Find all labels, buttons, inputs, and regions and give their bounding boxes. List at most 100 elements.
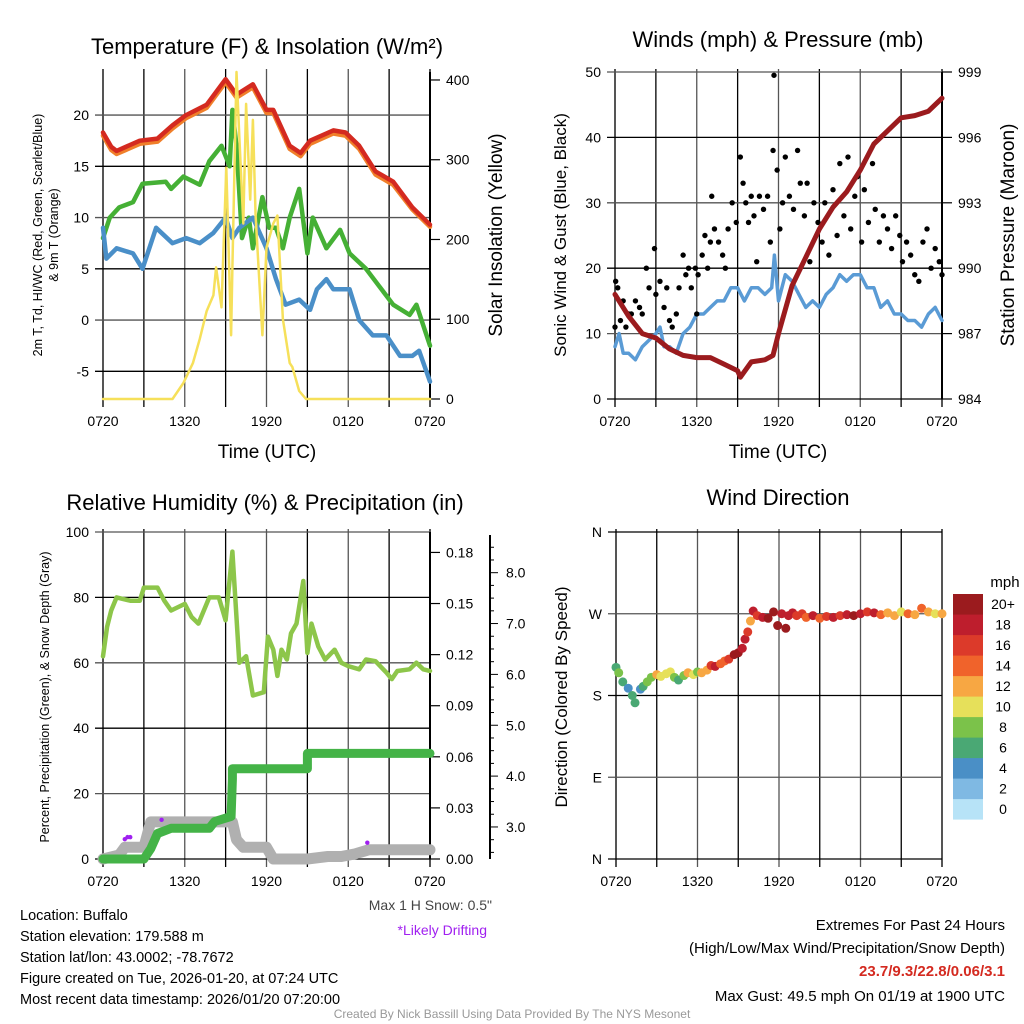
gust-point — [858, 239, 865, 245]
winds-chart-title: Winds (mph) & Pressure (mb) — [633, 27, 924, 52]
wind-direction-point — [822, 611, 832, 621]
colorbar-swatch — [953, 778, 983, 800]
gust-point — [729, 200, 735, 206]
x-tick-label: 0720 — [414, 873, 445, 889]
gust-point — [807, 258, 813, 265]
y2-tick-label: 0.12 — [446, 647, 473, 663]
gust-point — [722, 265, 729, 271]
y2-tick-label: 996 — [958, 129, 982, 145]
gust-point — [819, 239, 825, 245]
likely-drifting-point — [365, 840, 370, 845]
x-tick-label: 1920 — [251, 413, 282, 429]
x-tick-label: 0720 — [414, 413, 445, 429]
colorbar-label: 8 — [999, 719, 1007, 735]
temperature-ylabel-line1: 2m T, Td, HI/WC (Red, Green, Scarlet/Blu… — [31, 114, 45, 357]
wind-direction-point — [889, 611, 899, 621]
y-tick-label: E — [593, 769, 602, 785]
colorbar-swatch — [953, 594, 983, 615]
y2-tick-label: 0.09 — [446, 698, 473, 714]
y2-tick-label: 400 — [446, 72, 470, 88]
location-text: Location: Buffalo — [20, 908, 128, 924]
colorbar-swatch — [953, 717, 983, 738]
y2-tick-label: 300 — [446, 152, 470, 168]
winds-y2label: Station Pressure (Maroon) — [998, 124, 1019, 347]
gust-point — [841, 213, 847, 219]
y2-tick-label: 993 — [958, 195, 982, 211]
wind-direction-point — [835, 611, 845, 621]
gust-point — [639, 311, 645, 317]
gust-point — [669, 324, 675, 330]
colorbar-label: 20+ — [991, 596, 1015, 612]
gust-point — [932, 245, 938, 252]
y-tick-label: W — [589, 606, 603, 622]
x-tick-label: 0720 — [600, 873, 631, 889]
wind-direction-point — [883, 608, 893, 618]
wind-direction-point — [937, 609, 947, 619]
colorbar-label: 0 — [999, 801, 1007, 817]
hi-wc-line — [100, 215, 433, 384]
gust-point — [903, 239, 910, 245]
gust-point — [801, 213, 808, 219]
gust-point — [751, 213, 757, 219]
gust-point — [612, 324, 618, 330]
gust-point — [699, 252, 705, 258]
y-tick-label: 100 — [66, 524, 90, 540]
x-tick-label: 0120 — [333, 413, 364, 429]
y-tick-label: 80 — [73, 589, 89, 605]
wind-direction-point — [896, 607, 906, 617]
station-pressure-line — [612, 95, 945, 380]
y-tick-label: 30 — [585, 195, 601, 211]
humidity-ylabel: Percent, Precipitation (Green), & Snow D… — [38, 551, 52, 842]
y-tick-label: 10 — [73, 210, 89, 226]
gust-point — [623, 324, 629, 330]
y-tick-label: 15 — [73, 158, 89, 174]
x-tick-label: 0720 — [926, 873, 957, 889]
gust-point — [688, 285, 694, 291]
gust-point — [617, 317, 624, 324]
x-tick-label: 1920 — [763, 413, 794, 429]
winds-xlabel: Time (UTC) — [729, 442, 828, 463]
2m-t-line — [100, 76, 433, 227]
gust-point — [643, 265, 650, 271]
colorbar-label: 6 — [999, 740, 1007, 756]
wind-direction-point — [630, 698, 640, 708]
wind-direction-point — [769, 607, 779, 617]
elevation-text: Station elevation: 179.588 m — [20, 929, 204, 945]
wind-direction-point — [910, 610, 920, 620]
gust-point — [711, 226, 718, 232]
colorbar-label: 12 — [995, 678, 1011, 694]
gust-point — [797, 180, 803, 186]
gust-point — [830, 187, 836, 193]
colorbar-swatch — [953, 635, 983, 656]
x-tick-label: 0720 — [599, 413, 630, 429]
y2-tick-label: 0 — [446, 391, 454, 407]
extremes-fields: (High/Low/Max Wind/Precipitation/Snow De… — [689, 940, 1005, 957]
x-tick-label: 0120 — [333, 873, 364, 889]
wind-direction-point — [923, 607, 933, 617]
colorbar-swatch — [953, 614, 983, 636]
gust-point — [826, 252, 832, 258]
gust-point — [715, 239, 722, 245]
wind-direction-point — [917, 603, 927, 613]
gust-point — [680, 252, 686, 258]
likely-drifting-note: *Likely Drifting — [397, 922, 487, 938]
gust-point — [777, 226, 783, 232]
temperature-xlabel: Time (UTC) — [218, 442, 317, 463]
y-tick-label: N — [592, 851, 602, 867]
y-tick-label: 0 — [593, 391, 601, 407]
max-snow-note: Max 1 H Snow: 0.5" — [368, 897, 492, 913]
x-tick-label: 1920 — [763, 873, 794, 889]
y-tick-label: 5 — [81, 261, 89, 277]
wind-direction-point — [763, 613, 773, 623]
temperature-chart-title: Temperature (F) & Insolation (W/m²) — [91, 34, 443, 59]
y-tick-label: 60 — [73, 655, 89, 671]
wind-direction-point — [743, 627, 753, 637]
colorbar-swatch — [953, 676, 983, 697]
gust-point — [811, 200, 817, 206]
wind-direction-point — [903, 609, 913, 619]
y-tick-label: 20 — [73, 107, 89, 123]
wind-direction-point — [856, 609, 865, 619]
x-tick-label: 0120 — [845, 413, 876, 429]
solar-insolation-line — [101, 70, 432, 401]
